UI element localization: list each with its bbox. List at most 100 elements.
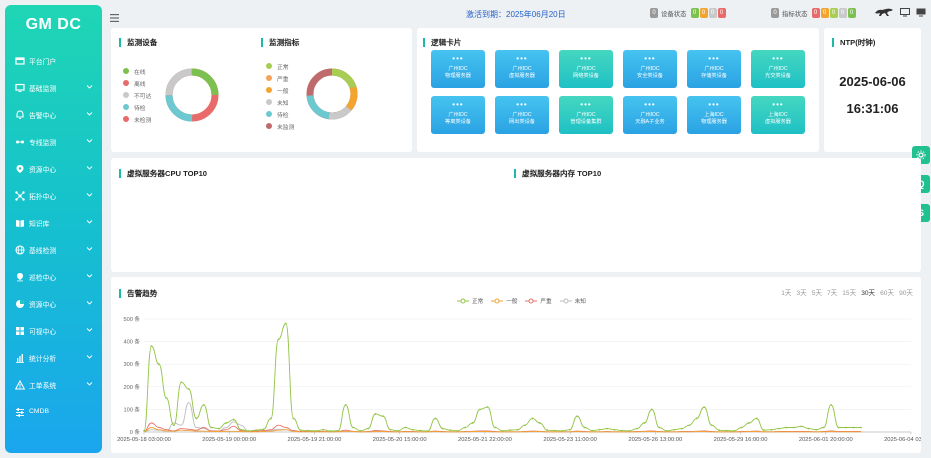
y-tick-label: 0 条 [130,428,141,436]
sidebar-item[interactable]: 专线监测 [5,128,102,155]
leopard-logo-icon[interactable] [874,7,894,17]
brand-logo[interactable]: GM DC [25,16,82,33]
sidebar-item[interactable]: 资源中心 [5,290,102,317]
sidebar-item[interactable]: CMDB [5,398,102,425]
data-point [748,422,750,424]
data-point [277,338,280,341]
donut-segment [306,68,358,120]
legend-item[interactable]: 正常 [266,60,294,72]
legend-dot [266,63,272,69]
sidebar-item[interactable]: 统计分析 [5,344,102,371]
sidebar-item[interactable]: 巡检中心 [5,263,102,290]
data-point [150,345,153,348]
sidebar-item[interactable]: 平台门户 [5,47,102,74]
range-tab[interactable]: 7天 [826,290,838,297]
data-point [240,428,242,431]
legend-item[interactable]: 待检 [266,108,294,120]
sidebar-item[interactable]: 拓扑中心 [5,182,102,209]
sidebar-item[interactable]: 知识库 [5,209,102,236]
trend-legend-item[interactable]: 一般 [491,297,517,305]
more-dots-icon: ••• [644,54,656,63]
legend-dot [266,123,272,129]
fullscreen-icon[interactable] [916,8,926,17]
logic-card[interactable]: ••• 广州IDC 存储类设备 [687,50,741,88]
data-point [180,381,183,384]
trend-legend-item[interactable]: 严重 [525,297,552,305]
legend-label: 待检 [134,105,146,112]
alarm-trend-title: 告警趋势 [119,289,157,298]
trend-legend-item[interactable]: 正常 [457,297,483,305]
legend-label: 严重 [277,76,289,83]
range-tab[interactable]: 5天 [811,290,822,297]
device-status-group[interactable]: 0 设备状态 0 0 0 0 [650,8,726,18]
logic-cards-title: 逻辑卡片 [423,38,461,47]
data-point [471,422,474,424]
logic-card[interactable]: ••• 广州IDC 等离类设备 [431,96,485,134]
range-tab[interactable]: 30天 [861,290,876,297]
data-point [830,403,833,406]
sidebar-item-label: 拓扑中心 [29,193,57,201]
data-point [807,427,810,430]
sidebar-item[interactable]: 可视中心 [5,317,102,344]
legend-item[interactable]: 严重 [266,72,294,84]
data-point [650,408,653,411]
logic-card[interactable]: ••• 广州IDC 天融A子业务 [623,96,677,134]
data-point [695,417,698,420]
more-dots-icon: ••• [644,100,656,109]
range-tab[interactable]: 90天 [899,290,913,297]
screen-icon[interactable] [900,7,910,17]
data-point [613,428,616,431]
metric-status-badge: 0 [820,8,829,18]
legend-label: 离线 [134,81,146,88]
x-tick-label: 2025-05-19 21:00:00 [288,437,342,443]
data-point [531,417,534,420]
legend-item[interactable]: 不可达 [123,89,151,101]
legend-item[interactable]: 未知 [266,96,294,108]
logic-card[interactable]: ••• 广州IDC 光交类设备 [751,50,805,88]
logic-card[interactable]: ••• 广州IDC 安全类设备 [623,50,677,88]
legend-item[interactable]: 未检测 [123,113,151,125]
legend-item[interactable]: 一般 [266,84,294,96]
legend-label: 未知 [277,100,289,107]
trend-legend-item[interactable]: 未知 [559,297,586,305]
hamburger-menu-icon[interactable] [110,9,119,22]
metric-status-badge: 0 [838,8,847,18]
ntp-time: 16:31:06 [846,101,899,116]
range-tab[interactable]: 60天 [880,290,895,297]
chevron-down-icon [86,272,93,279]
range-tab[interactable]: 1天 [781,290,792,297]
logic-card[interactable]: ••• 广州IDC 网出类设备 [495,96,549,134]
sliders-icon [15,407,25,417]
logic-card[interactable]: ••• 上海IDC 物理服务器 [687,96,741,134]
sidebar-item[interactable]: 资源中心 [5,155,102,182]
sidebar-item[interactable]: 基线检测 [5,236,102,263]
logic-card[interactable]: ••• 上海IDC 虚拟服务器 [751,96,805,134]
warning-icon [15,379,25,390]
legend-item[interactable]: 未监测 [266,120,294,132]
data-point [777,427,780,430]
sidebar-item[interactable]: 告警中心 [5,101,102,128]
logic-card[interactable]: ••• 广州IDC 管理设备集群 [559,96,613,134]
range-tab[interactable]: 15天 [842,290,857,297]
logic-card[interactable]: ••• 广州IDC 网络类设备 [559,50,613,88]
data-point [636,427,638,430]
chevron-down-icon [86,83,93,90]
legend-dot [123,92,129,98]
device-status-badge: 0 [699,8,708,18]
sidebar-item[interactable]: 工单系统 [5,371,102,398]
data-point [158,363,160,366]
logic-card-site: 广州IDC [576,66,596,72]
legend-item[interactable]: 离线 [123,77,151,89]
chevron-down-icon [86,137,93,144]
sidebar-item[interactable]: 基础监测 [5,74,102,101]
data-point [718,429,720,432]
range-tab[interactable]: 3天 [796,290,807,297]
data-point [307,429,310,432]
logic-card[interactable]: ••• 广州IDC 物理服务器 [431,50,485,88]
legend-item[interactable]: 待检 [123,101,151,113]
more-dots-icon: ••• [452,100,464,109]
legend-item[interactable]: 在线 [123,65,151,77]
logic-card[interactable]: ••• 广州IDC 虚拟服务器 [495,50,549,88]
data-point [733,429,735,432]
metric-status-group[interactable]: 0 指标状态 0 0 0 0 0 [771,8,856,18]
